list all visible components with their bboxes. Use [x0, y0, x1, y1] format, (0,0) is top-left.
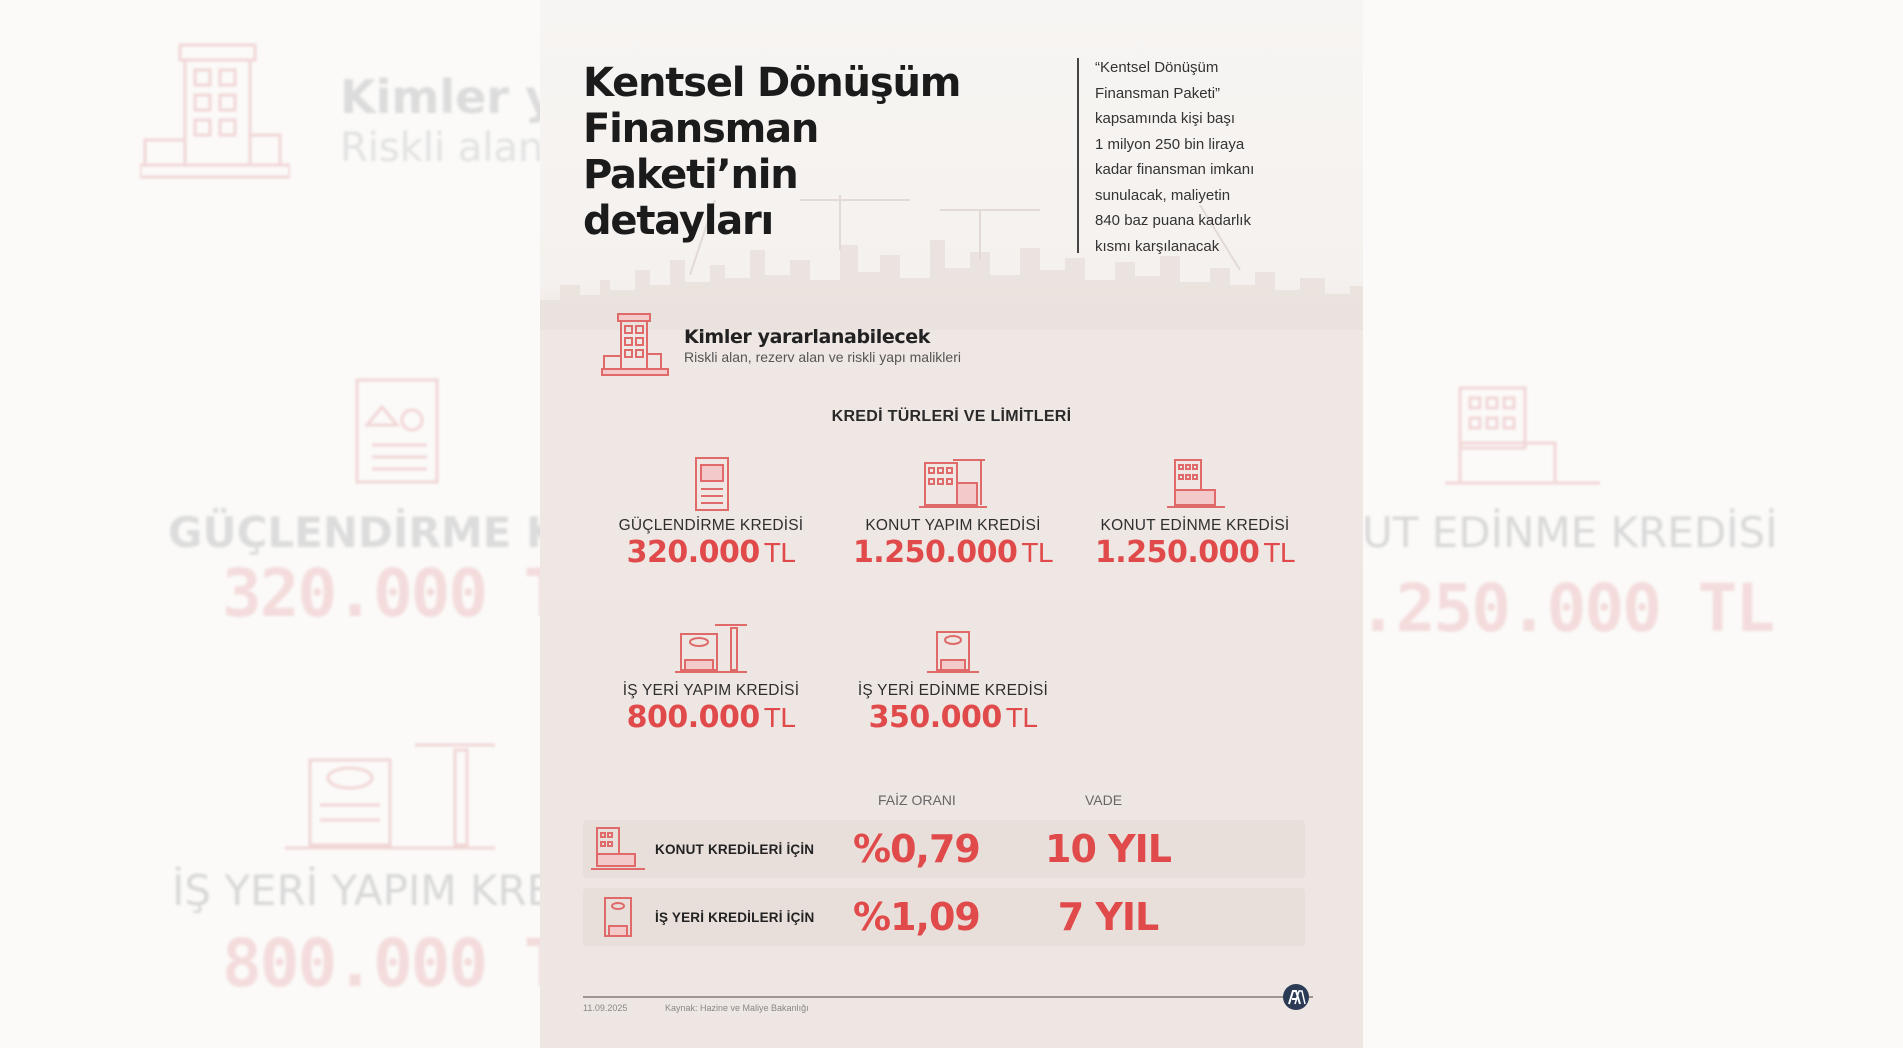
credit-label: KONUT EDİNME KREDİSİ: [1100, 517, 1290, 534]
credit-types-heading: KREDİ TÜRLERİ VE LİMİTLERİ: [831, 408, 1072, 425]
credit-amount-value: 800.000: [626, 700, 761, 735]
quote-line: 1 milyon 250 bin liraya: [1095, 135, 1245, 153]
eligibility-section: Kimler yararlanabilecek Riskli alan, rez…: [600, 310, 961, 380]
quote-divider: [1077, 58, 1079, 253]
quote-line: sunulacak, maliyetin: [1095, 186, 1231, 204]
quote-line: kapsamında kişi başı: [1095, 110, 1236, 127]
credit-amount: 1.250.000 TL: [833, 535, 1073, 571]
bg-left-amount-2: 800.000 T: [222, 925, 564, 1002]
credit-card-guclendirme: GÜÇLENDİRME KREDİSİ 320.000 TL: [591, 455, 831, 571]
quote-line: kısmı karşılanacak: [1095, 237, 1220, 255]
infographic-panel: Kentsel Dönüşüm Finansman Paketi’nin det…: [540, 0, 1363, 1048]
rate-row-label: İŞ YERİ KREDİLERİ İÇİN: [655, 909, 815, 925]
credit-label: GÜÇLENDİRME KREDİSİ: [618, 517, 804, 534]
credit-card-konut-edinme: KONUT EDİNME KREDİSİ 1.250.000 TL: [1075, 455, 1315, 571]
credit-amount-value: 1.250.000: [852, 535, 1018, 570]
rate-row-konut: KONUT KREDİLERİ İÇİN %0,79 10 YIL: [583, 820, 1305, 878]
credit-amount: 350.000 TL: [833, 700, 1073, 736]
quote-line: “Kentsel Dönüşüm: [1095, 59, 1219, 76]
rate-row-isyeri: İŞ YERİ KREDİLERİ İÇİN %1,09 7 YIL: [583, 888, 1305, 946]
house-building-icon: [591, 827, 645, 870]
credit-amount: 320.000 TL: [591, 535, 831, 571]
shop-construction-crane-icon: [675, 624, 747, 673]
page-title: Kentsel Dönüşüm Finansman Paketi’nin det…: [583, 60, 1003, 244]
credit-amount-value: 1.250.000: [1094, 535, 1260, 570]
eligibility-title: Kimler yararlanabilecek: [684, 325, 930, 348]
bg-right-amount-1: .250.000 TL: [1358, 570, 1775, 647]
credit-amount-value: 350.000: [868, 700, 1003, 735]
term-value: 10 YIL: [1045, 827, 1172, 871]
interest-rate-value: %1,09: [853, 895, 981, 939]
bg-who-sub: Riskli alan: [340, 125, 544, 171]
credit-amount-value: 320.000: [626, 535, 761, 570]
currency-label: TL: [1021, 537, 1054, 568]
summary-quote: “Kentsel Dönüşüm Finansman Paketi” kapsa…: [1095, 55, 1295, 259]
credit-label: KONUT YAPIM KREDİSİ: [865, 517, 1041, 534]
house-building-icon: [1445, 383, 1600, 491]
bg-left-amount-1: 320.000 T: [222, 555, 564, 632]
credit-amount: 1.250.000 TL: [1075, 535, 1315, 571]
currency-label: TL: [1263, 537, 1296, 568]
shop-building-icon: [604, 897, 632, 937]
city-skyline-illustration: [540, 195, 1363, 330]
shop-construction-crane-icon: [285, 740, 495, 855]
title-line-1: Kentsel Dönüşüm: [583, 60, 961, 106]
term-value: 7 YIL: [1057, 895, 1160, 939]
currency-label: TL: [763, 702, 796, 733]
bg-left-label-2: İŞ YERİ YAPIM KRE: [172, 866, 554, 915]
apartment-building-icon: [138, 35, 292, 183]
document-building-icon: [695, 457, 729, 511]
bg-right-label-1: UT EDİNME KREDİSİ: [1362, 508, 1778, 557]
credit-label: İŞ YERİ EDİNME KREDİSİ: [857, 682, 1049, 699]
apartment-building-icon: [601, 313, 669, 376]
bg-who-title: Kimler y: [340, 70, 555, 124]
rate-row-label: KONUT KREDİLERİ İÇİN: [655, 841, 815, 857]
credit-label: İŞ YERİ YAPIM KREDİSİ: [622, 682, 800, 699]
shop-building-icon: [927, 631, 979, 673]
title-line-3: detayları: [583, 198, 774, 244]
title-line-2: Finansman Paketi’nin: [583, 106, 819, 198]
quote-line: 840 baz puana kadarlık: [1095, 212, 1251, 229]
document-building-icon: [352, 375, 442, 487]
credit-card-isyeri-yapim: İŞ YERİ YAPIM KREDİSİ 800.000 TL: [591, 620, 831, 736]
house-building-icon: [1167, 459, 1225, 508]
aa-logo-icon: [1283, 984, 1309, 1010]
credit-amount: 800.000 TL: [591, 700, 831, 736]
credit-card-isyeri-edinme: İŞ YERİ EDİNME KREDİSİ 350.000 TL: [833, 620, 1073, 736]
rate-column-header: FAİZ ORANI: [878, 792, 956, 808]
currency-label: TL: [763, 537, 796, 568]
quote-line: Finansman Paketi”: [1095, 84, 1221, 102]
interest-rate-value: %0,79: [853, 827, 981, 871]
house-construction-crane-icon: [919, 459, 987, 508]
credit-card-konut-yapim: KONUT YAPIM KREDİSİ 1.250.000 TL: [833, 455, 1073, 571]
footer-divider: [583, 996, 1313, 998]
footer-date: 11.09.2025: [583, 1003, 628, 1013]
term-column-header: VADE: [1085, 792, 1123, 808]
currency-label: TL: [1005, 702, 1038, 733]
eligibility-subtitle: Riskli alan, rezerv alan ve riskli yapı …: [684, 348, 961, 365]
quote-line: kadar finansman imkanı: [1095, 161, 1255, 178]
footer-source: Kaynak: Hazine ve Maliye Bakanlığı: [665, 1003, 809, 1013]
